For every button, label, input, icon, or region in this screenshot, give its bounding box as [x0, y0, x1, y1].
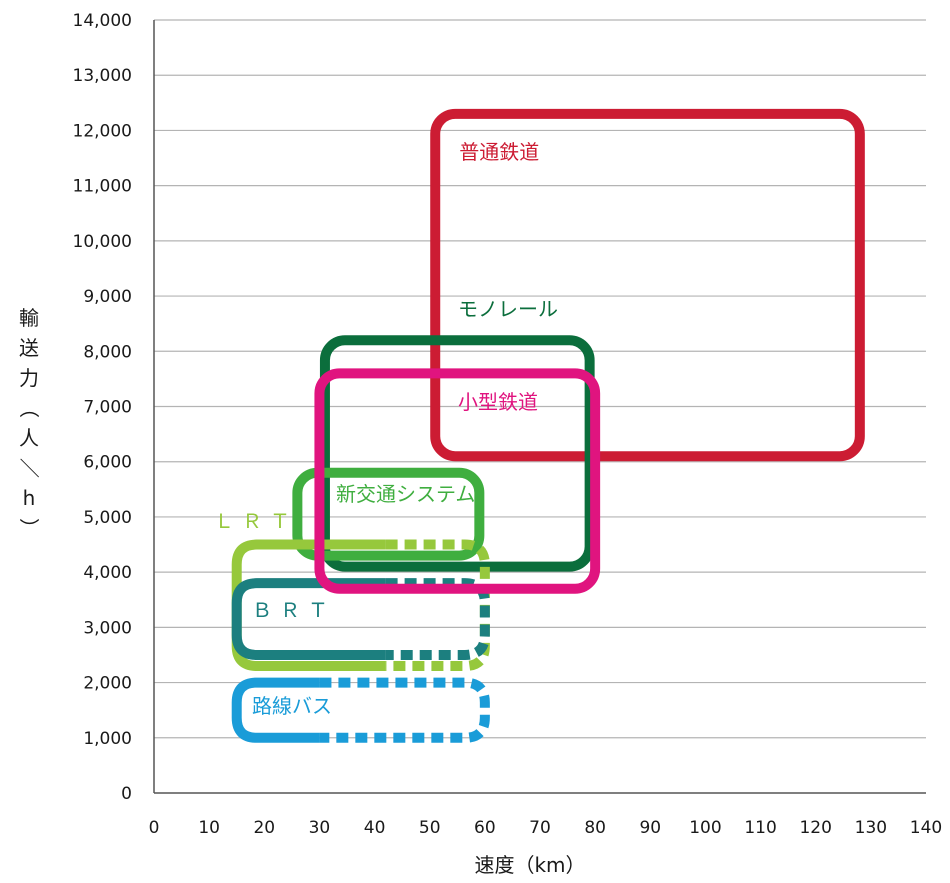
x-tick-label: 140 [910, 818, 942, 838]
axes [153, 20, 926, 794]
box-lrt-dashed [385, 539, 490, 672]
box-brt-dashed [385, 578, 490, 660]
y-tick-label: 14,000 [73, 11, 132, 31]
y-tick-label: 3,000 [83, 618, 132, 638]
y-tick-label: 11,000 [73, 177, 132, 197]
box-small-railway [314, 368, 601, 594]
y-tick-label: 13,000 [73, 66, 132, 86]
y-tick-label: 8,000 [83, 342, 132, 362]
x-tick-label: 50 [419, 818, 441, 838]
y-tick-label: 1,000 [83, 729, 132, 749]
x-tick-label: 100 [689, 818, 721, 838]
y-tick-label: 7,000 [83, 398, 132, 418]
box-route-bus-solid [231, 677, 320, 743]
y-axis-title-char: ／ [17, 458, 41, 478]
y-tick-label: 12,000 [73, 121, 132, 141]
y-axis-title: 輸送力 （ 人 ／ h ） [17, 306, 41, 538]
x-tick-label: 130 [855, 818, 887, 838]
box-regular-railway [430, 108, 865, 462]
x-tick-label: 0 [149, 818, 160, 838]
x-tick-labels: 0 10 20 30 40 50 60 70 80 90 100 110 120 130 140 [149, 818, 943, 838]
grid [154, 19, 926, 739]
x-tick-label: 80 [584, 818, 606, 838]
label-monorail: モノレール [458, 297, 558, 321]
y-tick-label: 5,000 [83, 508, 132, 528]
y-tick-label: 9,000 [83, 287, 132, 307]
label-lrt: ＬＲＴ [214, 509, 298, 533]
y-axis-title-char: （ [17, 398, 41, 418]
x-axis-title: 速度（km） [474, 853, 585, 877]
label-route-bus: 路線バス [252, 694, 332, 718]
label-regular-railway: 普通鉄道 [459, 140, 539, 164]
y-axis-title-char: 送 [19, 336, 39, 360]
x-tick-label: 20 [253, 818, 275, 838]
x-tick-label: 40 [364, 818, 386, 838]
y-axis-title-char: ） [17, 518, 41, 538]
x-tick-label: 90 [639, 818, 661, 838]
y-tick-labels: 0 1,000 2,000 3,000 4,000 5,000 6,000 7,000 8,00… [73, 11, 132, 804]
y-tick-label: 4,000 [83, 563, 132, 583]
y-tick-label: 10,000 [73, 232, 132, 252]
label-brt: ＢＲＴ [252, 598, 336, 622]
x-tick-label: 30 [309, 818, 331, 838]
y-tick-label: 0 [121, 784, 132, 804]
box-route-bus-dashed [319, 677, 490, 743]
y-tick-label: 2,000 [83, 674, 132, 694]
y-axis-title-char: h [23, 486, 36, 510]
box-new-transit [292, 467, 485, 561]
x-tick-label: 70 [529, 818, 551, 838]
range-boxes [231, 108, 865, 743]
x-tick-label: 10 [198, 818, 220, 838]
x-tick-label: 120 [799, 818, 831, 838]
label-small-railway: 小型鉄道 [458, 390, 538, 414]
x-tick-label: 60 [474, 818, 496, 838]
y-axis-title-char: 輸 [19, 306, 39, 330]
y-axis-title-char: 力 [19, 366, 39, 390]
box-monorail [319, 335, 595, 572]
y-tick-label: 6,000 [83, 453, 132, 473]
label-new-transit: 新交通システム [336, 482, 475, 506]
y-axis-title-char: 人 [19, 426, 39, 450]
box-brt-solid [231, 578, 386, 660]
x-tick-label: 110 [744, 818, 776, 838]
